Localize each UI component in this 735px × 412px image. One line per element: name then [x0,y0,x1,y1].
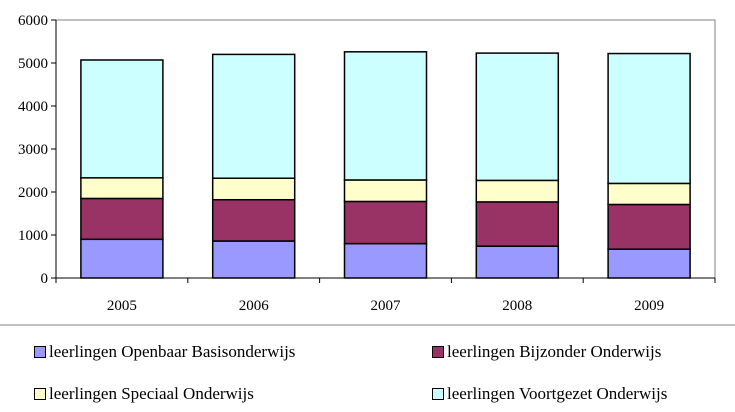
x-tick-label: 2008 [502,298,532,314]
bar-segment [343,51,428,181]
bar-segment [343,242,428,279]
legend-item-speciaal: leerlingen Speciaal Onderwijs [34,384,254,404]
legend-label-bijzonder: leerlingen Bijzonder Onderwijs [447,342,662,361]
y-tick-label: 2000 [18,185,48,201]
bar-segment [80,59,164,179]
bar-segment [80,238,164,279]
legend-label-voortgezet: leerlingen Voortgezet Onderwijs [447,384,668,403]
x-tick-label: 2006 [239,298,270,314]
bar-segment [607,52,691,185]
bar-segment [211,53,296,179]
bar-segment [607,182,691,206]
x-tick-label: 2009 [634,298,664,314]
legend-item-openbaar: leerlingen Openbaar Basisonderwijs [34,342,295,362]
bar-segment [607,203,691,250]
bar-segment [211,177,296,201]
x-tick-label: 2007 [371,298,402,314]
stacked-bar-chart: 0 1000 2000 3000 4000 5000 6000 2005 2006 2007 200… [0,13,735,326]
y-tick-label: 4000 [18,99,48,115]
y-tick-label: 1000 [18,228,48,244]
legend-label-speciaal: leerlingen Speciaal Onderwijs [49,384,254,403]
legend-swatch-voortgezet [432,388,444,400]
x-tick-label: 2005 [107,298,137,314]
bar-segment [343,200,428,245]
bar-segment [211,240,296,279]
bar-segment [475,201,560,247]
bar-segment [475,179,560,203]
legend-swatch-speciaal [34,388,46,400]
legend-item-bijzonder: leerlingen Bijzonder Onderwijs [432,342,661,362]
bar-segment [343,179,428,203]
bar-segment [475,245,560,279]
bar-segment [80,197,164,241]
bar-segment [80,177,164,200]
bar-segment [211,198,296,242]
bar-segment [607,248,691,279]
bar-segment [475,52,560,182]
legend-label-openbaar: leerlingen Openbaar Basisonderwijs [49,342,296,361]
y-tick-label: 3000 [18,142,48,158]
y-tick-label: 5000 [18,56,48,72]
legend-swatch-openbaar [34,346,46,358]
y-tick-label: 6000 [18,13,48,29]
legend-item-voortgezet: leerlingen Voortgezet Onderwijs [432,384,667,404]
legend-swatch-bijzonder [432,346,444,358]
y-tick-label: 0 [41,271,49,287]
legend: leerlingen Openbaar Basisonderwijs leerl… [0,326,735,412]
